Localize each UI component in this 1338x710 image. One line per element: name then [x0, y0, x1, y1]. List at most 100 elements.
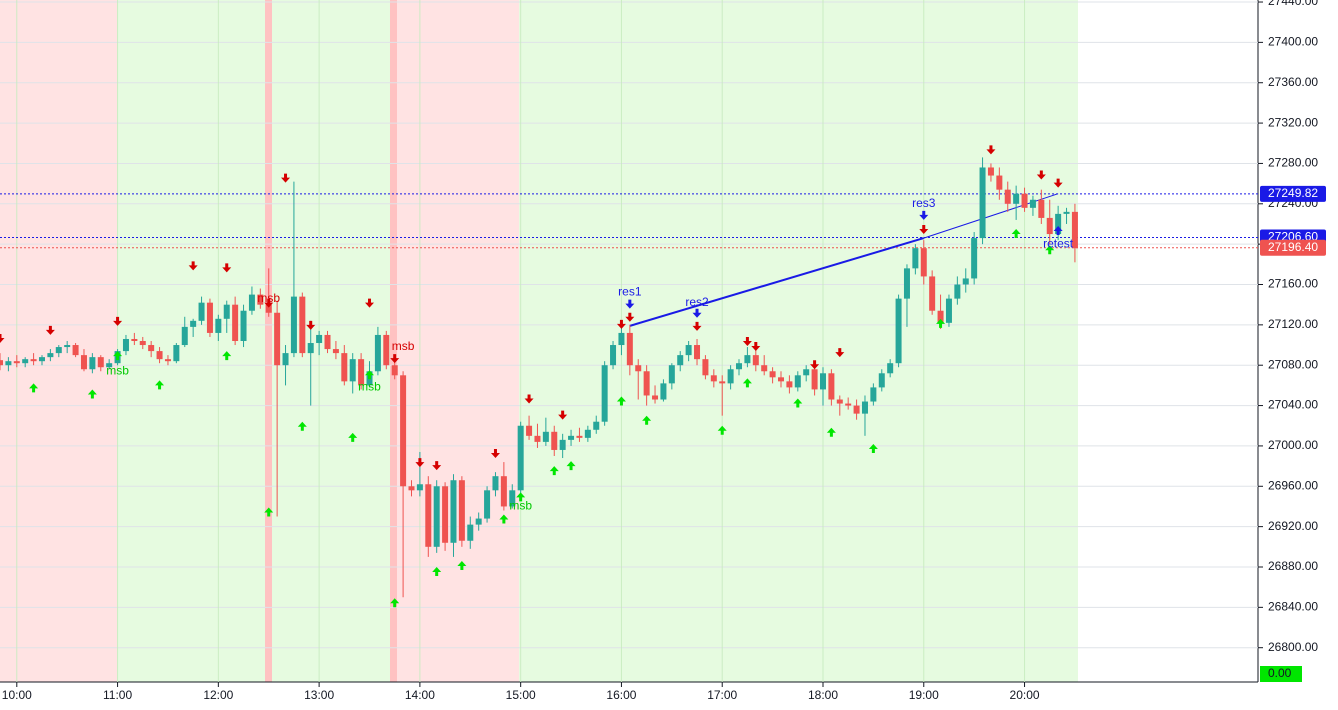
signal-arrow — [986, 145, 996, 155]
candle-body — [971, 238, 978, 279]
candle-body — [391, 365, 398, 376]
candle-body — [677, 355, 684, 366]
signal-arrow — [1053, 178, 1063, 188]
signal-arrow — [264, 507, 274, 517]
annotation: msb — [257, 291, 280, 305]
x-tick-label: 10:00 — [2, 688, 32, 702]
candle-body — [1021, 193, 1028, 208]
candle-body — [996, 175, 1003, 190]
signal-arrow — [281, 173, 291, 183]
candle-body — [433, 486, 440, 547]
signal-arrow — [490, 448, 500, 458]
bear-zone — [0, 0, 117, 682]
signal-arrow — [616, 319, 626, 329]
x-tick-label: 12:00 — [203, 688, 233, 702]
candle-body — [164, 359, 171, 362]
signal-arrow — [306, 320, 316, 330]
candle-body — [794, 375, 801, 388]
candle-body — [845, 403, 852, 406]
signal-arrow — [742, 378, 752, 388]
candle-body — [38, 357, 45, 362]
candle-body — [173, 345, 180, 362]
candle-body — [5, 361, 12, 366]
candle-body — [903, 268, 910, 299]
signal-arrow — [549, 466, 559, 476]
candle-body — [987, 167, 994, 176]
candle-body — [257, 294, 264, 305]
candle-body — [643, 371, 650, 396]
signal-arrow — [348, 432, 358, 442]
candle-body — [853, 405, 860, 414]
trend-line — [629, 237, 925, 327]
candle-body — [626, 332, 633, 366]
y-tick-label: 26960.00 — [1268, 478, 1318, 492]
signal-arrow — [625, 312, 635, 322]
candle-body — [685, 345, 692, 356]
candle-body — [374, 334, 381, 372]
candle-body — [526, 425, 533, 436]
candle-body — [307, 343, 314, 354]
y-tick-label: 27320.00 — [1268, 115, 1318, 129]
signal-arrow — [793, 398, 803, 408]
candle-body — [198, 302, 205, 321]
signal-arrow — [835, 348, 845, 358]
candle-body — [450, 480, 457, 543]
candle-body — [601, 365, 608, 422]
candle-body — [1046, 217, 1053, 235]
signal-arrow — [297, 421, 307, 431]
candle-body — [769, 371, 776, 378]
y-tick-label: 26840.00 — [1268, 600, 1318, 614]
signal-arrow — [810, 360, 820, 370]
candle-body — [803, 369, 810, 376]
signal-arrow — [432, 567, 442, 577]
signal-arrow — [264, 298, 274, 308]
candle-body — [584, 429, 591, 438]
candle-body — [416, 484, 423, 491]
candle-body — [593, 421, 600, 430]
candle-body — [458, 480, 465, 541]
signal-arrow — [113, 316, 123, 326]
y-tick-label: 27160.00 — [1268, 277, 1318, 291]
signal-arrow — [432, 461, 442, 471]
x-tick-label: 14:00 — [405, 688, 435, 702]
x-tick-label: 16:00 — [606, 688, 636, 702]
candle-body — [559, 439, 566, 450]
candle-body — [509, 490, 516, 507]
candle-body — [215, 318, 222, 333]
x-tick-label: 18:00 — [808, 688, 838, 702]
signal-arrow — [457, 560, 467, 570]
annotation: msb — [509, 499, 532, 513]
y-tick-label: 27440.00 — [1268, 0, 1318, 8]
candle-body — [425, 484, 432, 547]
candle-body — [694, 345, 701, 360]
signal-arrow — [642, 415, 652, 425]
regime-background — [0, 0, 1078, 682]
price-tag — [1260, 185, 1326, 202]
candle-body — [1038, 199, 1045, 218]
candle-body — [610, 345, 617, 366]
candle-body — [1004, 189, 1011, 204]
signal-arrow — [919, 225, 929, 235]
signal-arrow — [1011, 229, 1021, 239]
annotation: msb — [392, 339, 415, 353]
candle-body — [517, 425, 524, 491]
x-tick-label: 15:00 — [506, 688, 536, 702]
signal-arrow — [415, 458, 425, 468]
bear-stripe — [265, 0, 272, 682]
signal-arrow — [0, 333, 5, 343]
x-tick-label: 20:00 — [1010, 688, 1040, 702]
indicator-tag — [1260, 666, 1302, 682]
signal-arrow — [499, 514, 509, 524]
annotation: res3 — [912, 196, 936, 210]
x-tick-label: 17:00 — [707, 688, 737, 702]
candle-body — [920, 248, 927, 277]
annotation: msb — [358, 380, 381, 394]
candle-body — [819, 373, 826, 390]
candle-body — [635, 365, 642, 372]
candle-body — [702, 359, 709, 376]
signal-arrow — [751, 342, 761, 352]
candle-body — [912, 248, 919, 269]
y-tick-label: 27400.00 — [1268, 35, 1318, 49]
y-tick-label: 27000.00 — [1268, 438, 1318, 452]
signal-arrow — [222, 351, 232, 361]
